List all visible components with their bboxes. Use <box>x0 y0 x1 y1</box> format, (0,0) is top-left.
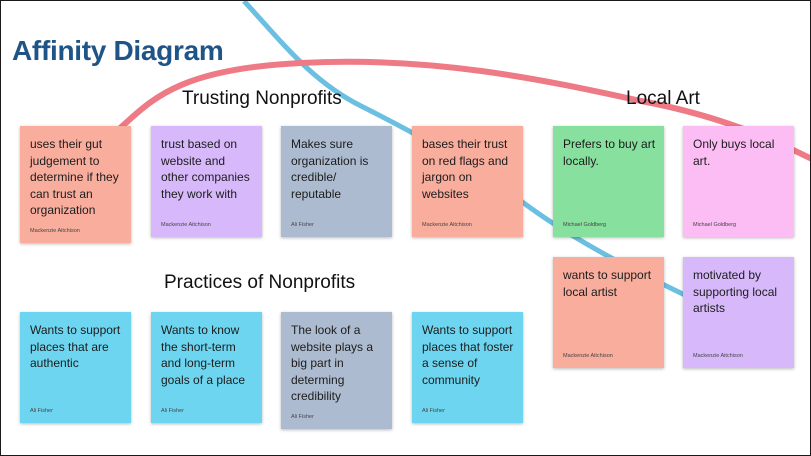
note-text: Wants to support places that foster a se… <box>422 323 514 387</box>
sticky-note[interactable]: Wants to support places that foster a se… <box>412 312 523 423</box>
sticky-note[interactable]: Wants to know the short-term and long-te… <box>151 312 262 423</box>
note-text: Prefers to buy art locally. <box>563 137 656 168</box>
note-text: motivated by supporting local artists <box>693 268 778 315</box>
sticky-note[interactable]: Makes sure organization is credible/ rep… <box>281 126 392 237</box>
sticky-note[interactable]: uses their gut judgement to determine if… <box>20 126 131 243</box>
sticky-note[interactable]: Wants to support places that are authent… <box>20 312 131 423</box>
note-text: The look of a website plays a big part i… <box>291 323 374 403</box>
note-text: Makes sure organization is credible/ rep… <box>291 137 369 201</box>
note-text: trust based on website and other compani… <box>161 137 250 201</box>
note-text: Wants to know the short-term and long-te… <box>161 323 246 387</box>
note-author: Mackenzie Aitchison <box>30 228 80 234</box>
note-text: bases their trust on red flags and jargo… <box>422 137 509 201</box>
red-connector-curve <box>117 58 810 162</box>
note-text: Only buys local art. <box>693 137 775 168</box>
page-title: Affinity Diagram <box>12 35 224 66</box>
note-author: Ali Fisher <box>422 408 445 414</box>
note-text: Wants to support places that are authent… <box>30 323 121 370</box>
group-label-local-art: Local Art <box>626 88 700 109</box>
note-author: Mackenzie Aitchison <box>693 353 743 359</box>
note-author: Ali Fisher <box>161 408 184 414</box>
note-author: Ali Fisher <box>30 408 53 414</box>
note-author: Ali Fisher <box>291 414 314 420</box>
note-text: uses their gut judgement to determine if… <box>30 137 119 217</box>
note-author: Mackenzie Aitchison <box>161 222 211 228</box>
note-author: Michael Goldberg <box>693 222 737 228</box>
note-author: Michael Goldberg <box>563 222 607 228</box>
note-author: Mackenzie Aitchison <box>422 222 472 228</box>
sticky-note[interactable]: wants to support local artist Mackenzie … <box>553 257 664 368</box>
group-label-trusting: Trusting Nonprofits <box>182 88 342 109</box>
note-text: wants to support local artist <box>563 268 652 299</box>
note-author: Mackenzie Aitchison <box>563 353 613 359</box>
sticky-note[interactable]: trust based on website and other compani… <box>151 126 262 237</box>
note-author: Ali Fisher <box>291 222 314 228</box>
sticky-note[interactable]: The look of a website plays a big part i… <box>281 312 392 429</box>
sticky-note[interactable]: Only buys local art. Michael Goldberg <box>683 126 794 237</box>
group-label-practices: Practices of Nonprofits <box>164 272 356 293</box>
sticky-note[interactable]: bases their trust on red flags and jargo… <box>412 126 523 237</box>
sticky-note[interactable]: motivated by supporting local artists Ma… <box>683 257 794 368</box>
sticky-note[interactable]: Prefers to buy art locally. Michael Gold… <box>553 126 664 237</box>
